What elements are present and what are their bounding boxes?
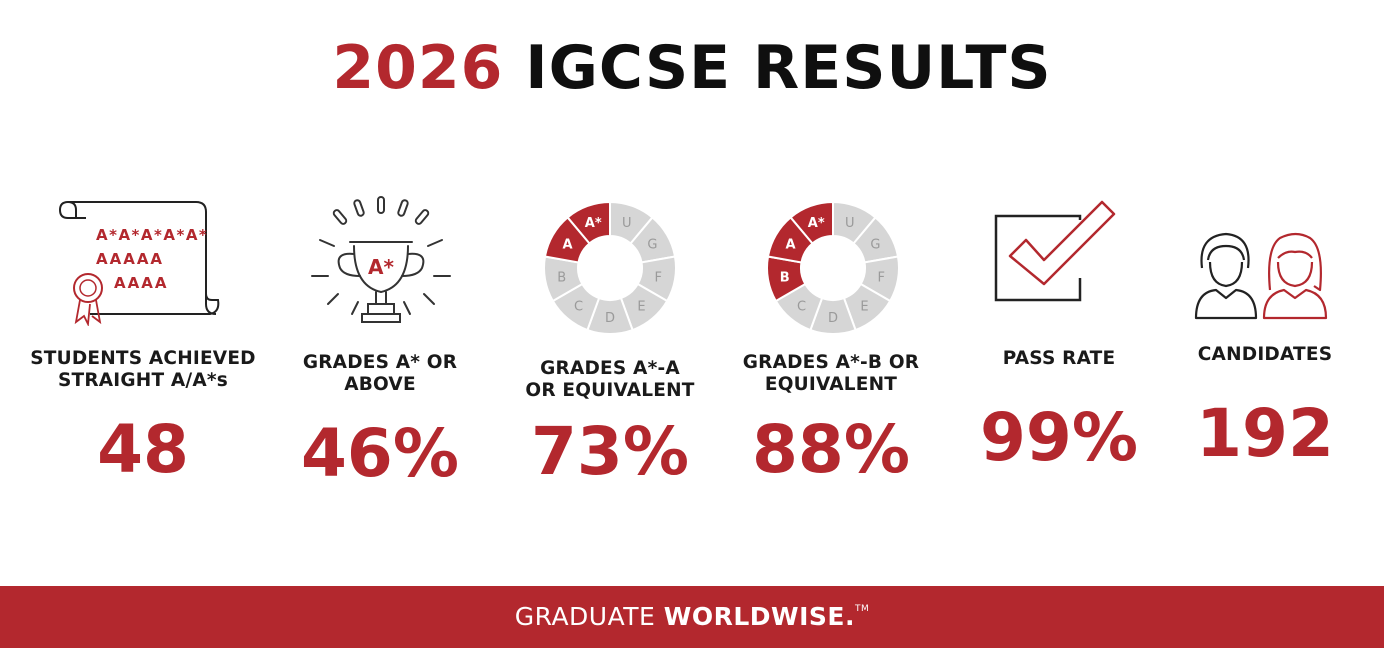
stat-label: PASS RATE [1002, 348, 1116, 369]
checkbox-tick-icon [994, 200, 1116, 302]
stat-straight-a: A*A*A*A*A* AAAAA AAAA STUDENTS ACHIEVED … [30, 190, 256, 490]
donut-label: A [563, 238, 573, 253]
donut-label: C [797, 300, 806, 315]
brand-light: GRADUATE [514, 602, 656, 631]
stat-a-star-a: A* U G F E D C B A GRADES A*-A OR EQUIVALENT 73% [512, 190, 708, 490]
page-title: 2026 IGCSE RESULTS [0, 30, 1384, 106]
grade-donut-icon: A* UG FE D CB A [766, 200, 900, 335]
certificate-row-2: AAAAA [96, 250, 164, 268]
donut-label: D [828, 311, 838, 326]
donut-segment-a [766, 216, 814, 264]
stat-value: 192 [1196, 395, 1334, 472]
certificate-row-3: AAAA [114, 274, 168, 292]
trophy-icon: A* [311, 196, 451, 323]
donut-label: C [574, 300, 583, 315]
trophy-label: A* [368, 255, 394, 279]
stat-a-star: A* GRADES A* OR ABOVE 46% [282, 190, 478, 492]
stat-pass-rate: PASS RATE 99% [966, 190, 1152, 490]
stat-label: CANDIDATES [1197, 344, 1333, 365]
stat-value: 88% [752, 411, 910, 488]
stat-label: STUDENTS ACHIEVED STRAIGHT A/A*s [30, 348, 256, 391]
donut-label: F [878, 271, 885, 286]
stat-a-star-b: A* U G F E D C B A GRADES A*-B OR EQUIVALENT 88% [733, 190, 929, 490]
donut-label: D [605, 311, 615, 326]
trademark: TM [855, 604, 870, 614]
stat-label: GRADES A*-B OR EQUIVALENT [742, 352, 920, 395]
donut-label: B [557, 271, 566, 286]
stat-candidates: CANDIDATES 192 [1170, 190, 1360, 490]
donut-label: G [647, 238, 657, 253]
title-text: IGCSE RESULTS [525, 33, 1052, 103]
donut-label: F [655, 271, 662, 286]
certificate-row-1: A*A*A*A*A* [96, 226, 208, 244]
title-year: 2026 [332, 33, 504, 103]
donut-label: E [637, 300, 645, 315]
brand-logo: GRADUATE WORLDWISE.TM [0, 586, 1384, 648]
stat-value: 48 [97, 411, 189, 488]
stat-label: GRADES A* OR ABOVE [302, 352, 458, 395]
grade-donut-icon: A* UG FE D CB A [543, 200, 677, 335]
students-icon [1194, 232, 1328, 320]
donut-label: U [622, 216, 632, 231]
certificate-scroll-icon: A*A*A*A*A* AAAAA AAAA [58, 201, 220, 326]
donut-label: A* [585, 216, 602, 231]
donut-segment-a [543, 216, 591, 264]
footer-bar: GRADUATE WORLDWISE.TM [0, 586, 1384, 648]
stat-value: 46% [301, 415, 459, 492]
donut-label: E [860, 300, 868, 315]
stat-value: 73% [531, 413, 689, 490]
stat-value: 99% [980, 399, 1138, 476]
donut-label: A* [808, 216, 825, 231]
stat-label: GRADES A*-A OR EQUIVALENT [525, 358, 695, 401]
donut-label: A [786, 238, 796, 253]
donut-label: B [780, 271, 790, 286]
brand-bold: WORLDWISE. [663, 602, 855, 631]
donut-label: G [870, 238, 880, 253]
donut-label: U [845, 216, 855, 231]
